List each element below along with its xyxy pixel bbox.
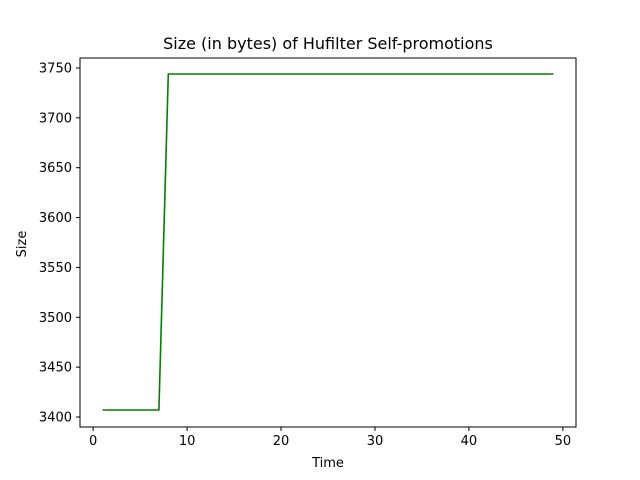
y-tick-label-3500: 3500 xyxy=(39,311,72,326)
y-tick-label-3700: 3700 xyxy=(39,111,72,126)
axes-frame xyxy=(79,57,577,428)
x-tick-label-30: 30 xyxy=(367,434,384,449)
y-tick-label-3650: 3650 xyxy=(39,161,72,176)
x-tick-label-10: 10 xyxy=(179,434,196,449)
x-tick-label-50: 50 xyxy=(555,434,572,449)
y-tick-label-3450: 3450 xyxy=(39,361,72,376)
x-axis-label: Time xyxy=(311,456,344,471)
y-tick-label-3600: 3600 xyxy=(39,211,72,226)
x-tick-label-0: 0 xyxy=(89,434,97,449)
chart-title: Size (in bytes) of Hufilter Self-promoti… xyxy=(163,34,493,53)
y-tick-label-3400: 3400 xyxy=(39,411,72,426)
plot-area: 0 10 20 30 40 50 3400 3450 3500 3550 3600 3650 3700 3… xyxy=(39,57,577,449)
x-tick-label-40: 40 xyxy=(461,434,478,449)
y-axis-label: Size xyxy=(15,231,30,258)
x-tick-label-20: 20 xyxy=(273,434,290,449)
y-tick-label-3550: 3550 xyxy=(39,261,72,276)
series-line-0 xyxy=(102,73,554,411)
y-tick-label-3750: 3750 xyxy=(39,61,72,76)
